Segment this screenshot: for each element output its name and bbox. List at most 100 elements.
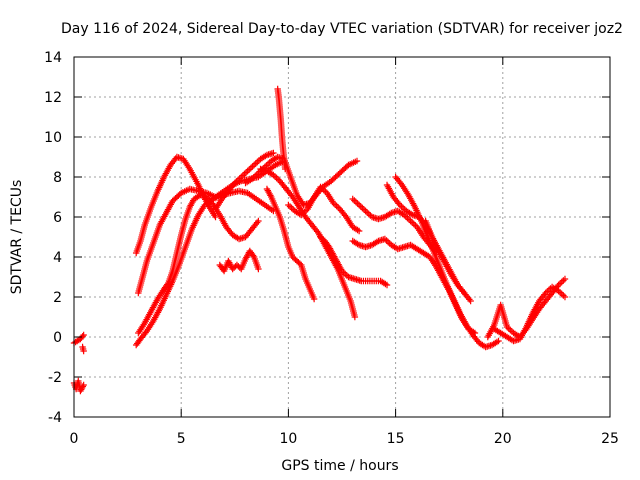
data-point	[355, 201, 363, 209]
series-arc-16	[392, 173, 502, 351]
data-point	[80, 331, 87, 339]
series-arc-early-a	[70, 331, 87, 347]
data-point-fill	[333, 202, 340, 210]
data-point	[255, 217, 262, 225]
x-axis-label: GPS time / hours	[281, 458, 398, 474]
series-arc-8	[242, 153, 361, 209]
y-tick-label: 0	[53, 330, 62, 346]
series-arc-13	[349, 195, 440, 257]
data-point	[351, 313, 359, 321]
series-arc-18	[484, 275, 569, 341]
data-point-fill	[560, 277, 567, 284]
data-point	[80, 347, 87, 355]
data-point-fill	[342, 270, 349, 278]
series-arc-12	[317, 233, 391, 289]
y-tick-label: 14	[44, 50, 62, 66]
x-tick-label: 25	[601, 431, 619, 447]
data-point	[285, 201, 292, 209]
data-point-fill	[351, 197, 358, 204]
data-point-fill	[247, 164, 255, 172]
series-arc-early-b	[79, 343, 87, 355]
series-arc-10	[257, 165, 359, 321]
data-point-fill	[398, 203, 405, 210]
data-point-fill	[359, 204, 366, 212]
y-axis-label: SDTVAR / TECUs	[9, 180, 25, 295]
y-tick-label: 4	[53, 250, 62, 266]
data-point-fill	[252, 160, 259, 167]
data-point-fill	[354, 200, 361, 207]
data-point	[561, 293, 569, 301]
data-point-fill	[335, 204, 342, 211]
data-point	[310, 295, 318, 303]
y-tick-label: 8	[53, 170, 62, 186]
data-point	[355, 227, 363, 235]
x-tick-label: 0	[70, 431, 79, 447]
series-arc-11	[285, 183, 363, 235]
data-point-fill	[556, 280, 564, 287]
data-point-fill	[249, 252, 257, 259]
series-arc-2	[135, 157, 288, 297]
x-tick-label: 15	[387, 431, 405, 447]
data-point-fill	[405, 216, 413, 223]
data-point	[467, 297, 474, 305]
data-point-fill	[242, 169, 250, 176]
data-point-fill	[360, 206, 368, 213]
data-point-fill	[410, 220, 418, 228]
data-point-fill	[558, 290, 565, 298]
data-point-fill	[352, 198, 360, 206]
data-point-fill	[357, 203, 364, 210]
data-point	[561, 275, 569, 283]
data-point-fill	[79, 383, 87, 390]
data-point-fill	[249, 163, 256, 170]
chart-title: Day 116 of 2024, Sidereal Day-to-day VTE…	[61, 21, 623, 37]
data-point-fill	[558, 278, 565, 286]
data-point-fill	[79, 333, 86, 340]
data-point	[80, 381, 87, 389]
series-arc-early-c	[70, 377, 87, 395]
data-point	[250, 161, 258, 169]
data-point	[349, 195, 356, 203]
data-point-fill	[164, 281, 171, 288]
series-arc-9	[263, 185, 318, 303]
data-point-fill	[286, 203, 294, 210]
data-point-fill	[363, 209, 371, 216]
x-tick-label: 5	[177, 431, 186, 447]
y-tick-label: -4	[48, 410, 62, 426]
y-tick-label: 2	[53, 290, 62, 306]
x-tick-label: 10	[279, 431, 297, 447]
data-point	[362, 207, 369, 215]
data-point-fill	[273, 174, 280, 182]
plot-frame	[73, 56, 611, 418]
data-point-fill	[560, 292, 567, 299]
series-arc-5	[212, 149, 277, 213]
series-arc-1	[132, 153, 219, 257]
data-point-fill	[409, 219, 416, 226]
data-point-fill	[507, 326, 514, 334]
series-arc-3	[132, 187, 277, 349]
data-point-fill	[296, 260, 304, 267]
data-point-fill	[241, 170, 248, 178]
data-point	[270, 149, 277, 157]
data-point	[255, 265, 262, 273]
x-tick-label: 20	[494, 431, 512, 447]
series-arc-6	[216, 247, 262, 275]
series-arc-4	[135, 191, 262, 337]
data-point	[244, 167, 251, 175]
data-point	[383, 281, 391, 289]
data-point	[407, 217, 414, 225]
series-arc-17	[422, 217, 474, 305]
series-arc-19	[491, 283, 569, 345]
data-point-fill	[383, 237, 390, 244]
data-point-fill	[254, 158, 261, 166]
data-point	[381, 235, 389, 243]
y-tick-label: 10	[44, 130, 62, 146]
y-tick-label: 12	[44, 90, 62, 106]
data-point-fill	[246, 166, 253, 173]
data-point-fill	[365, 210, 372, 218]
data-points	[70, 85, 569, 395]
data-point	[495, 337, 502, 345]
data-point-fill	[288, 204, 295, 212]
axis-ticks: 0 5 10 15 20 25 -4 -2 0 2 4 6 8 10 12 14	[44, 50, 619, 447]
y-tick-label: 6	[53, 210, 62, 226]
